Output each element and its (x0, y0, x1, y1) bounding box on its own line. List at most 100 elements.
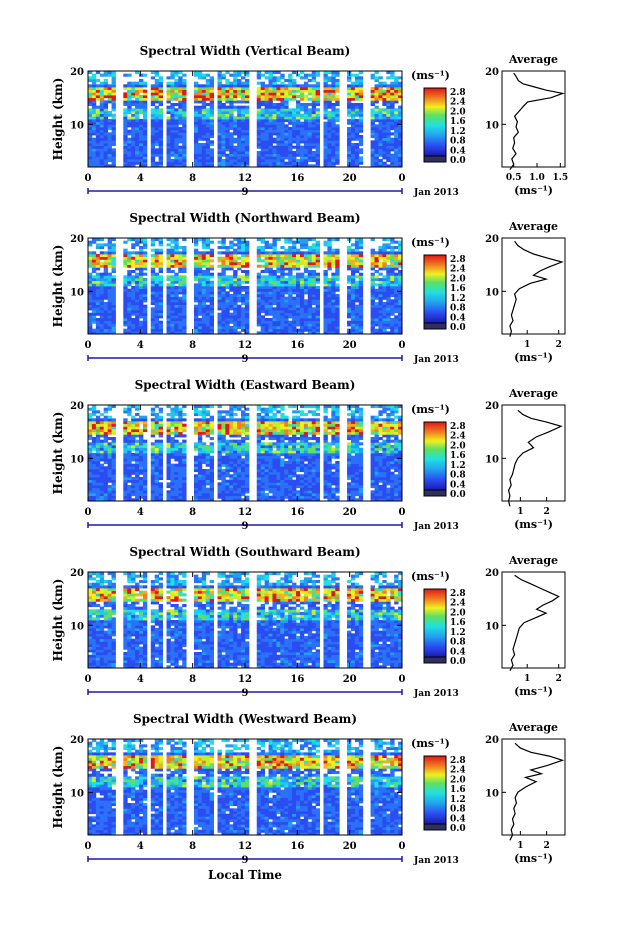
heatmap-cell (390, 264, 395, 268)
heatmap-cell (268, 272, 273, 276)
heatmap-cell (127, 278, 132, 282)
heatmap-cell (382, 331, 387, 335)
heatmap-cell (205, 296, 211, 300)
heatmap-cell (166, 312, 171, 316)
heatmap-cell (174, 240, 179, 244)
heatmap-cell (390, 248, 395, 252)
heatmap-cell (178, 299, 183, 303)
heatmap-cell (315, 312, 320, 316)
colorbar-tick-label: 0.4 (450, 313, 466, 323)
heatmap-cell (260, 296, 266, 300)
heatmap-cell (307, 140, 313, 144)
heatmap-cell (201, 275, 207, 279)
heatmap-cell (221, 164, 226, 168)
heatmap-cell (245, 95, 250, 99)
heatmap-cell (182, 278, 187, 282)
heatmap-cell (217, 137, 222, 141)
heatmap-cell (205, 267, 211, 271)
heatmap-cell (272, 291, 277, 295)
heatmap-cell (182, 119, 187, 123)
heatmap-cell (95, 479, 101, 483)
heatmap-cell (335, 294, 340, 298)
heatmap-cell (276, 259, 281, 263)
heatmap-cell (201, 296, 207, 300)
heatmap-cell (150, 407, 156, 411)
heatmap-cell (95, 121, 101, 125)
heatmap-cell (347, 92, 352, 96)
heatmap-cell (358, 243, 364, 247)
heatmap-cell (91, 299, 97, 303)
heatmap-cell (323, 95, 328, 99)
heatmap-cell (111, 307, 116, 311)
heatmap-cell (88, 445, 93, 449)
heatmap-cell (154, 312, 160, 316)
x-tick-label: 16 (290, 340, 304, 351)
heatmap-cell (150, 151, 156, 155)
heatmap-cell (135, 113, 140, 117)
heatmap-cell (288, 312, 293, 316)
heatmap-cell (233, 286, 238, 290)
heatmap-cell (174, 447, 179, 451)
heatmap-cell (350, 307, 356, 311)
heatmap-cell (241, 243, 246, 247)
heatmap-cell (170, 474, 175, 478)
heatmap-cell (315, 304, 320, 308)
heatmap-cell (99, 328, 105, 332)
y-axis-label: Height (km) (51, 78, 65, 161)
heatmap-cell (127, 455, 132, 459)
heatmap-cell (88, 493, 93, 497)
heatmap-cell (209, 323, 215, 327)
heatmap-cell (154, 461, 160, 465)
heatmap-cell (217, 97, 222, 101)
heatmap-cell (111, 151, 116, 155)
heatmap-cell (111, 493, 116, 497)
heatmap-cell (95, 156, 101, 160)
heatmap-cell (174, 328, 179, 332)
heatmap-cell (142, 238, 148, 242)
heatmap-cell (103, 148, 109, 152)
heatmap-cell (303, 129, 309, 133)
heatmap-cell (347, 105, 352, 109)
heatmap-cell (276, 137, 281, 141)
heatmap-cell (260, 248, 266, 252)
heatmap-cell (142, 304, 148, 308)
heatmap-cell (331, 132, 336, 136)
heatmap-cell (299, 127, 305, 131)
heatmap-cell (296, 296, 301, 300)
heatmap-cell (311, 135, 317, 139)
heatmap-cell (292, 92, 297, 96)
heatmap-cell (111, 153, 116, 157)
heatmap-cell (142, 445, 148, 449)
heatmap-cell (276, 280, 281, 284)
avg-frame (501, 237, 566, 335)
heatmap-cell (233, 153, 238, 157)
heatmap-cell (347, 113, 352, 117)
heatmap-cell (378, 288, 383, 292)
heatmap-cell (323, 73, 328, 77)
heatmap-cell (158, 426, 163, 430)
heatmap-cell (350, 315, 356, 319)
heatmap-cell (331, 121, 336, 125)
heatmap-cell (370, 331, 375, 335)
heatmap-cell (386, 92, 391, 96)
heatmap-cell (142, 429, 148, 433)
heatmap-cell (111, 92, 116, 96)
heatmap-cell (131, 423, 136, 427)
heatmap-cell (91, 148, 97, 152)
heatmap-cell (299, 262, 305, 266)
heatmap-cell (158, 108, 163, 112)
heatmap-cell (107, 461, 112, 465)
heatmap-cell (268, 71, 273, 75)
heatmap-cell (350, 135, 356, 139)
heatmap-cell (103, 466, 109, 470)
heatmap-cell (382, 84, 387, 88)
heatmap-cell (99, 326, 105, 330)
heatmap-cell (142, 286, 148, 290)
heatmap-cell (331, 278, 336, 282)
heatmap-cell (241, 302, 246, 306)
heatmap-cell (158, 410, 163, 414)
heatmap-cell (241, 153, 246, 157)
heatmap-cell (307, 328, 313, 332)
heatmap-cell (99, 132, 105, 136)
heatmap-cell (264, 108, 269, 112)
